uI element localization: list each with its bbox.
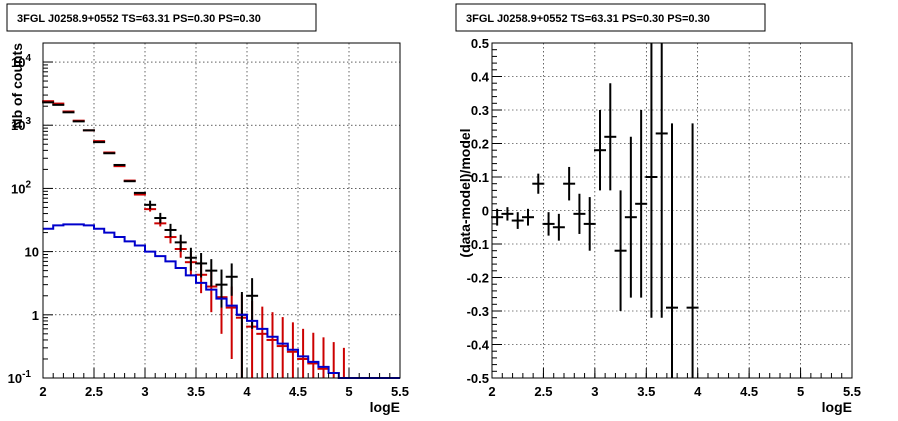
model-point (266, 312, 279, 378)
residual-x-axis-title: logE (822, 399, 852, 415)
residual-point (511, 212, 524, 229)
residual-point (552, 213, 565, 241)
model-point (276, 317, 289, 378)
data-point (144, 200, 157, 210)
counts-axis-ticks: 2 2.5 3 3.5 4 4.5 5 5.5 10-1 1 10 102 103 104 (8, 53, 409, 399)
residual-point (563, 166, 576, 201)
residual-plot-area (491, 43, 699, 378)
counts-title: 3FGL J0258.9+0552 TS=63.31 PS=0.30 PS=0.… (17, 13, 261, 25)
data-point (154, 212, 167, 224)
counts-plot-area (42, 100, 400, 379)
counts-panel: 3FGL J0258.9+0552 TS=63.31 PS=0.30 PS=0.… (6, 3, 409, 415)
counts-x-tick-label: 4.5 (289, 384, 307, 399)
counts-y-tick-label: 10 (25, 245, 39, 260)
residual-point (573, 193, 586, 234)
residual-y-tick-label: -0.2 (467, 271, 489, 286)
residual-point (624, 136, 637, 298)
residual-point (501, 207, 514, 221)
model-point (307, 332, 320, 378)
residual-y-tick-label: 0.4 (471, 70, 490, 85)
residual-x-tick-label: 4 (694, 384, 702, 399)
counts-y-tick-label: 103 (11, 116, 31, 133)
residual-x-tick-label: 5 (797, 384, 804, 399)
residual-y-tick-label: 0.2 (471, 137, 489, 152)
counts-x-tick-label: 5.5 (391, 384, 409, 399)
residual-panel: 3FGL J0258.9+0552 TS=63.31 PS=0.30 PS=0.… (455, 3, 861, 415)
data-point (174, 234, 187, 252)
residual-point (522, 208, 534, 226)
residual-y-tick-label: -0.5 (467, 371, 489, 386)
residual-point (583, 197, 596, 251)
counts-title-box: 3FGL J0258.9+0552 TS=63.31 PS=0.30 PS=0.… (6, 3, 317, 32)
data-point (215, 269, 228, 308)
residual-x-tick-label: 5.5 (843, 384, 861, 399)
counts-x-tick-label: 4 (243, 384, 251, 399)
counts-x-tick-label: 2 (39, 384, 46, 399)
counts-y-tick-label: 10-1 (8, 369, 32, 386)
counts-y-tick-label: 104 (11, 53, 31, 70)
data-point (225, 263, 238, 296)
residual-y-tick-label: 0 (482, 204, 489, 219)
residual-point (542, 212, 555, 236)
residual-point (645, 43, 658, 318)
model-point (297, 328, 310, 378)
residual-point (655, 43, 668, 318)
counts-x-tick-label: 3.5 (187, 384, 205, 399)
counts-y-tick-label: 1 (32, 308, 39, 323)
data-point (164, 223, 177, 238)
counts-x-tick-label: 5 (345, 384, 352, 399)
residual-point (614, 190, 627, 311)
residual-y-tick-label: -0.3 (467, 304, 489, 319)
residual-y-axis-title: (data-model)/model (457, 128, 473, 257)
residual-x-tick-label: 2.5 (534, 384, 552, 399)
residual-title: 3FGL J0258.9+0552 TS=63.31 PS=0.30 PS=0.… (466, 13, 710, 25)
counts-grid (43, 43, 400, 378)
residual-y-tick-label: -0.4 (467, 338, 490, 353)
residual-y-tick-label: 0.3 (471, 103, 489, 118)
residual-title-box: 3FGL J0258.9+0552 TS=63.31 PS=0.30 PS=0.… (455, 3, 766, 32)
counts-x-tick-label: 3 (141, 384, 148, 399)
data-point (184, 247, 197, 271)
residual-point (604, 83, 617, 191)
residual-x-tick-label: 4.5 (740, 384, 758, 399)
residual-x-tick-label: 3.5 (637, 384, 655, 399)
residual-point (594, 110, 606, 191)
residual-x-tick-label: 3 (591, 384, 598, 399)
model-point (256, 306, 269, 378)
model-point (317, 337, 330, 378)
counts-x-axis-title: logE (370, 399, 400, 415)
residual-point (635, 110, 648, 298)
counts-x-tick-label: 2.5 (85, 384, 103, 399)
residual-point (686, 123, 699, 378)
residual-point (666, 123, 678, 378)
counts-y-axis-title: Nb of counts (9, 43, 25, 129)
residual-y-tick-label: -0.1 (467, 237, 489, 252)
counts-plot-frame (42, 42, 401, 379)
residual-point (532, 173, 545, 194)
data-point (205, 259, 218, 287)
residual-y-tick-label: 0.1 (471, 170, 489, 185)
residual-y-tick-label: 0.5 (471, 36, 489, 51)
residual-x-tick-label: 2 (488, 384, 495, 399)
counts-y-tick-label: 102 (11, 179, 31, 196)
data-point (195, 253, 208, 278)
model-point (225, 286, 238, 359)
residual-axis-ticks: 2 2.5 3 3.5 4 4.5 5 5.5 -0.5 -0.4 -0.3 -0.2 -0.1 0 0.1… (467, 36, 861, 399)
model-step-line (43, 223, 400, 379)
